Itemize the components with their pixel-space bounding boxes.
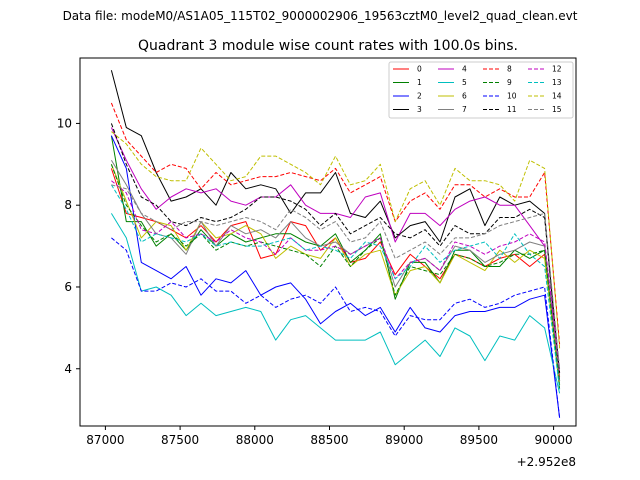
- legend-label-13: 13: [552, 78, 562, 87]
- suptitle: Data file: modeM0/AS1A05_115T02_90000029…: [63, 9, 578, 23]
- legend-label-8: 8: [507, 65, 512, 74]
- legend-label-9: 9: [507, 78, 512, 87]
- x-tick-label: 88000: [236, 433, 274, 447]
- legend-label-10: 10: [507, 92, 517, 101]
- x-tick-label: 90000: [534, 433, 572, 447]
- legend-label-12: 12: [552, 65, 562, 74]
- series-line-14: [111, 131, 561, 349]
- legend-label-11: 11: [507, 105, 517, 114]
- legend-label-2: 2: [417, 92, 422, 101]
- legend-label-15: 15: [552, 105, 562, 114]
- x-tick-label: 89000: [385, 433, 423, 447]
- series-line-15: [111, 184, 561, 369]
- x-tick-label: 88500: [310, 433, 348, 447]
- y-tick-label: 10: [57, 116, 72, 130]
- y-tick-label: 4: [64, 362, 72, 376]
- series-line-2: [110, 135, 561, 418]
- legend-label-6: 6: [462, 92, 467, 101]
- series-line-8: [110, 102, 561, 345]
- chart-title: Quadrant 3 module wise count rates with …: [138, 38, 518, 54]
- series-line-10: [111, 237, 561, 418]
- series-line-7: [110, 159, 561, 382]
- series-line-5: [110, 213, 561, 394]
- x-offset-label: +2.952e8: [517, 455, 576, 469]
- legend-label-7: 7: [462, 105, 467, 114]
- x-tick-label: 87000: [86, 433, 124, 447]
- y-tick-label: 6: [64, 280, 72, 294]
- y-axis: 4 6 8 10: [57, 116, 80, 376]
- series-line-12: [111, 180, 561, 369]
- y-tick-label: 8: [64, 198, 72, 212]
- axes-frame: [79, 57, 577, 427]
- plot-series: [110, 70, 561, 418]
- x-axis: 87000 87500 88000 88500 89000 89500 90000: [86, 426, 573, 447]
- legend-label-14: 14: [552, 92, 562, 101]
- legend-label-3: 3: [417, 105, 422, 114]
- series-line-13: [110, 184, 561, 390]
- x-tick-label: 87500: [161, 433, 199, 447]
- series-line-3: [110, 70, 561, 382]
- legend-label-0: 0: [417, 65, 422, 74]
- legend-box: [388, 61, 574, 119]
- legend-label-5: 5: [462, 78, 467, 87]
- legend-label-4: 4: [462, 65, 467, 74]
- series-line-6: [110, 164, 561, 386]
- legend-label-1: 1: [417, 78, 422, 87]
- x-tick-label: 89500: [460, 433, 498, 447]
